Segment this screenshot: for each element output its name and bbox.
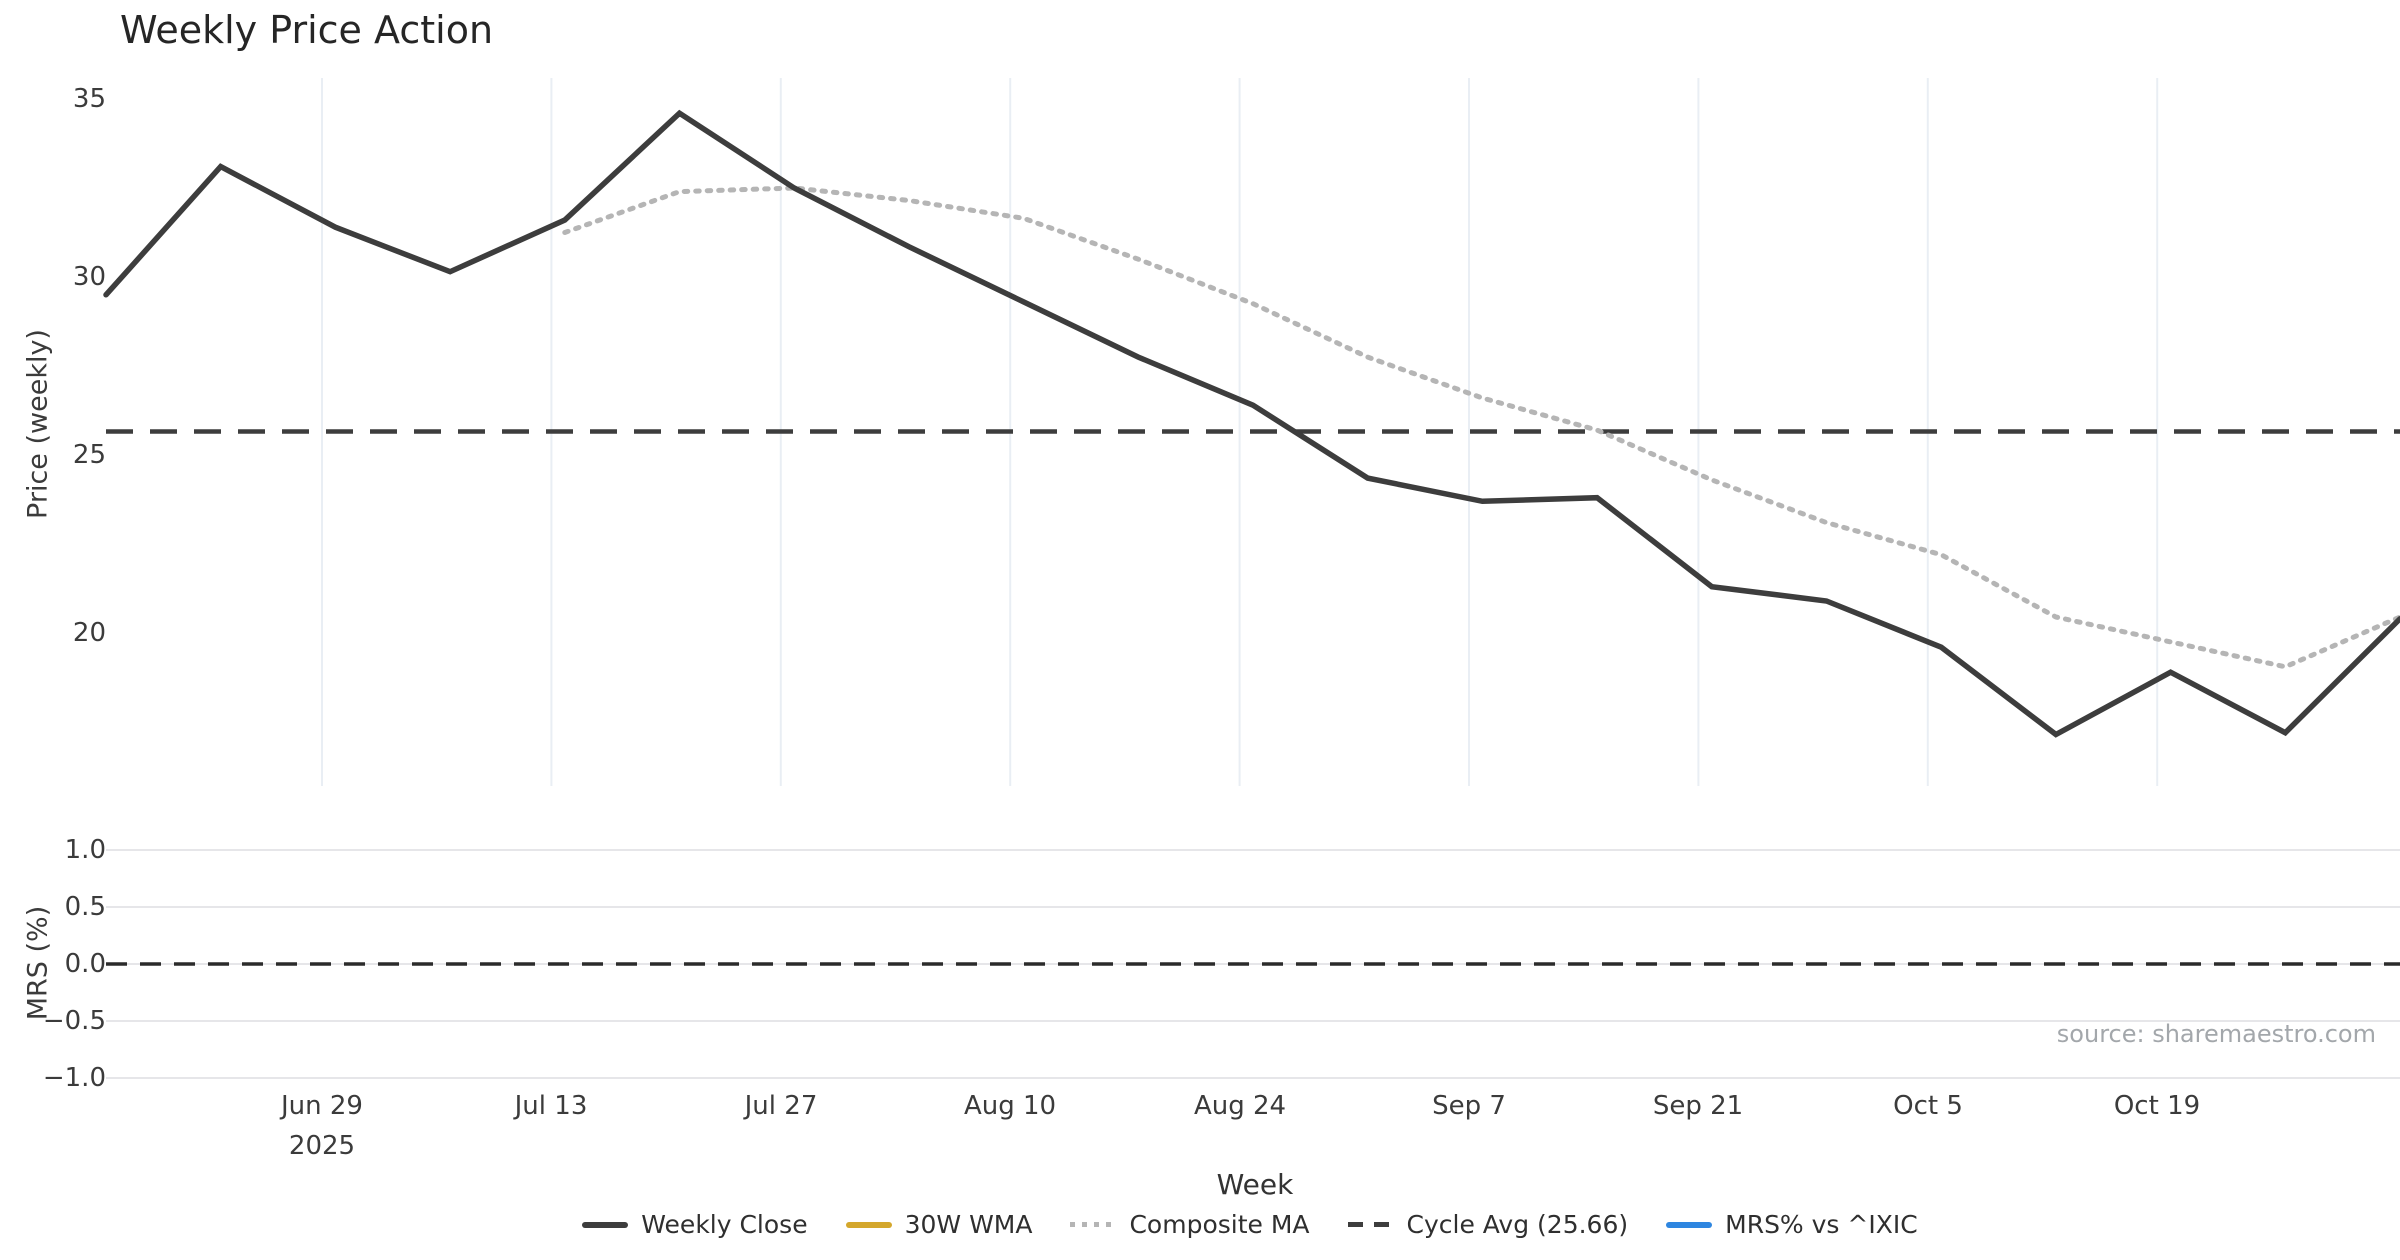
price-y-axis-label: Price (weekly) [22, 329, 54, 519]
mrs-tick-m1.0: −1.0 [42, 1063, 106, 1093]
x-tick-jul27: Jul 27 [744, 1091, 818, 1121]
mrs-line-swatch-icon [1666, 1221, 1713, 1228]
wma-line-swatch-icon [845, 1221, 892, 1228]
weekly-close-line-swatch-icon [582, 1221, 629, 1228]
legend-item-cycle-avg: Cycle Avg (25.66) [1347, 1210, 1629, 1239]
legend-label: Cycle Avg (25.66) [1406, 1210, 1629, 1239]
x-tick-jun29-date: Jun 29 [281, 1091, 363, 1121]
source-attribution: source: sharemaestro.com [2056, 1020, 2376, 1048]
price-tick-35: 35 [72, 84, 106, 114]
x-tick-aug10: Aug 10 [963, 1091, 1057, 1121]
x-tick-oct5: Oct 5 [1893, 1091, 1963, 1121]
x-tick-year: 2025 [288, 1131, 356, 1161]
x-tick-aug24: Aug 24 [1193, 1091, 1287, 1121]
mrs-tick-0.0: 0.0 [64, 949, 106, 979]
legend-item-weekly-close: Weekly Close [582, 1210, 808, 1239]
legend-label: 30W WMA [904, 1210, 1033, 1239]
x-tick-oct19: Oct 19 [2113, 1091, 2201, 1121]
weekly-close-line [103, 109, 2400, 738]
mrs-tick-1.0: 1.0 [64, 835, 106, 865]
legend-item-composite-ma: Composite MA [1070, 1210, 1310, 1239]
composite-ma-line-swatch-icon [1070, 1222, 1117, 1227]
price-tick-30: 30 [72, 262, 106, 292]
x-tick-sep21: Sep 21 [1652, 1091, 1744, 1121]
legend: Weekly Close 30W WMA Composite MA Cycle … [0, 1210, 2400, 1239]
x-axis-title: Week [1216, 1168, 1294, 1201]
price-tick-25: 25 [72, 440, 106, 470]
price-tick-20: 20 [72, 618, 106, 648]
x-tick-jul13: Jul 13 [514, 1091, 588, 1121]
x-tick-jun29: Jun 29 2025 [242, 1086, 402, 1166]
legend-item-mrs: MRS% vs ^IXIC [1666, 1210, 1918, 1239]
legend-label: Weekly Close [641, 1210, 808, 1239]
legend-item-30w-wma: 30W WMA [845, 1210, 1033, 1239]
x-tick-sep7: Sep 7 [1432, 1091, 1506, 1121]
mrs-tick-0.5: 0.5 [64, 892, 106, 922]
mrs-tick-m0.5: −0.5 [42, 1006, 106, 1036]
cycle-avg-line-swatch-icon [1347, 1222, 1394, 1227]
legend-label: Composite MA [1129, 1210, 1310, 1239]
chart-title: Weekly Price Action [120, 8, 494, 52]
composite-ma-line [562, 185, 2400, 670]
legend-label: MRS% vs ^IXIC [1725, 1210, 1918, 1239]
